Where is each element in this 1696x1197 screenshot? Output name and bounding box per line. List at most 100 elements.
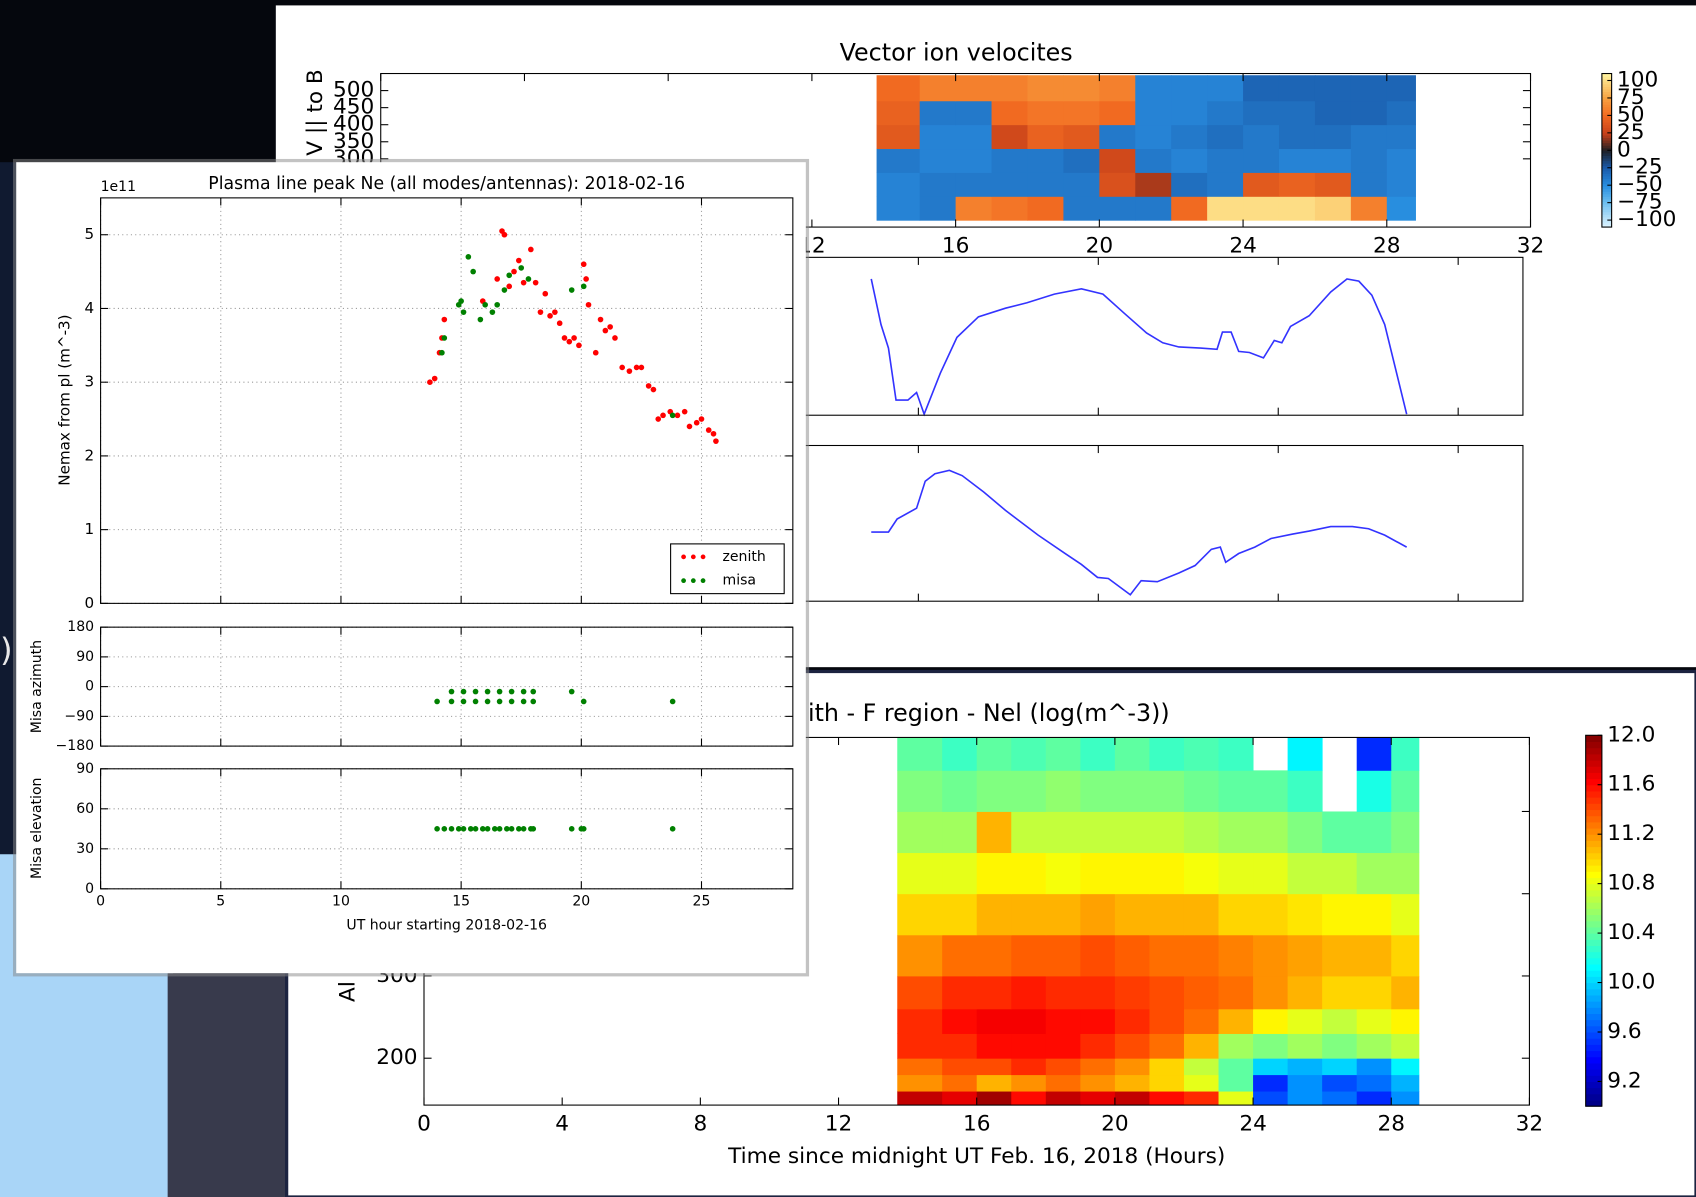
colorbar-swatch [1585,784,1602,792]
heatmap-cell [1253,934,1289,977]
colorbar-swatch [1585,908,1602,916]
heatmap-cell [942,1033,978,1059]
x-axis-label: UT hour starting 2018-02-16 [346,918,547,934]
colorbar-swatch [1585,1007,1602,1014]
scatter-point [602,327,609,334]
heatmap-cell [1243,124,1280,150]
colorbar-swatch [1585,865,1602,872]
heatmap-cell [919,124,957,150]
colorbar-swatch [1601,106,1612,110]
scatter-point [460,698,467,705]
scatter-point [427,379,433,386]
heatmap-cell [1183,893,1219,936]
heatmap-cell [1356,1074,1392,1092]
scatter-point [645,383,652,389]
scatter-point [568,688,575,695]
heatmap-cell [897,811,943,854]
scatter-point [638,364,645,371]
colorbar-swatch [1585,1093,1602,1101]
colorbar-swatch [1601,165,1612,169]
scatter-point [506,283,513,290]
colorbar-swatch [1585,815,1602,823]
y-tick-label: −180 [56,738,95,754]
heatmap-cell [1135,75,1172,102]
heatmap-cell [1278,100,1316,126]
scatter-point [607,324,613,330]
line-series [871,469,1408,596]
line-series [870,278,1408,417]
heatmap-cell [1027,148,1064,173]
heatmap-cell [1287,1033,1323,1059]
heatmap-cell [1243,172,1280,197]
heatmap-cell [1027,100,1064,126]
heatmap-cell [1114,934,1150,977]
heatmap-cell [1114,737,1150,771]
legend-marker [690,554,696,560]
colorbar-swatch [1585,982,1602,990]
colorbar-swatch [1601,73,1612,77]
colorbar-swatch [1585,1013,1602,1021]
colorbar-swatch [1601,117,1612,121]
heatmap-cell [1278,124,1316,150]
heatmap-cell [1149,770,1185,812]
heatmap-cell [1243,75,1280,102]
heatmap-cell [1063,100,1100,126]
scatter-point [585,301,592,308]
scatter-point [520,279,527,286]
heatmap-cell [976,934,1012,977]
heatmap-cell [1356,770,1392,812]
heatmap-cell [1149,852,1185,895]
heatmap-cell [1356,934,1392,977]
colorbar-swatch [1585,1031,1602,1039]
heatmap-cell [1149,1008,1185,1034]
scatter-point [633,364,640,371]
heatmap-cell [1386,124,1416,150]
colorbar-swatch [1585,1050,1602,1058]
scatter-point [472,826,479,832]
heatmap-cell [942,1074,978,1092]
heatmap-cell [1011,893,1047,936]
colorbar-swatch [1601,152,1612,156]
heatmap-cell [1114,770,1150,812]
scatter-point [528,246,534,253]
heatmap-cell [1287,770,1323,812]
colorbar-swatch [1601,191,1612,195]
heatmap-cell [955,75,992,102]
heatmap-cell [1356,737,1392,771]
legend-label: misa [723,573,757,589]
heatmap-cell [897,975,943,1010]
scatter-point [479,826,486,832]
heatmap-cell [1183,737,1219,771]
heatmap-cell [1135,196,1172,221]
heatmap-cell [1356,1058,1392,1076]
colorbar-swatch [1601,101,1612,105]
colorbar-swatch [1585,963,1602,971]
y-tick-label: 2 [84,446,94,464]
heatmap-cell [1391,1058,1420,1076]
heatmap-cell [1218,975,1254,1010]
heatmap-cell [1218,770,1254,812]
scatter-point [494,301,501,308]
x-tick-label: 0 [96,893,105,909]
heatmap-cell [1011,811,1047,854]
x-tick-label: 5 [216,893,225,909]
heatmap-cell [1322,1091,1358,1106]
scatter-point [693,419,700,426]
scatter-point [520,698,527,705]
heatmap-cell [1356,1033,1392,1059]
heatmap-cell [876,172,921,197]
heatmap-cell [1322,852,1358,895]
scatter-point [508,688,515,695]
colorbar-swatch [1585,797,1602,804]
colorbar-swatch [1585,846,1602,854]
heatmap-cell [976,1091,1012,1106]
heatmap-cell [1063,172,1100,197]
scatter-point [491,826,498,832]
legend-marker [681,554,686,560]
heatmap-cell [1356,1008,1392,1034]
heatmap-cell [1011,1033,1047,1059]
scatter-point [597,316,604,323]
heatmap-cell [1183,1074,1219,1092]
scatter-point [537,309,544,315]
x-tick-label: 24 [1239,1112,1267,1137]
